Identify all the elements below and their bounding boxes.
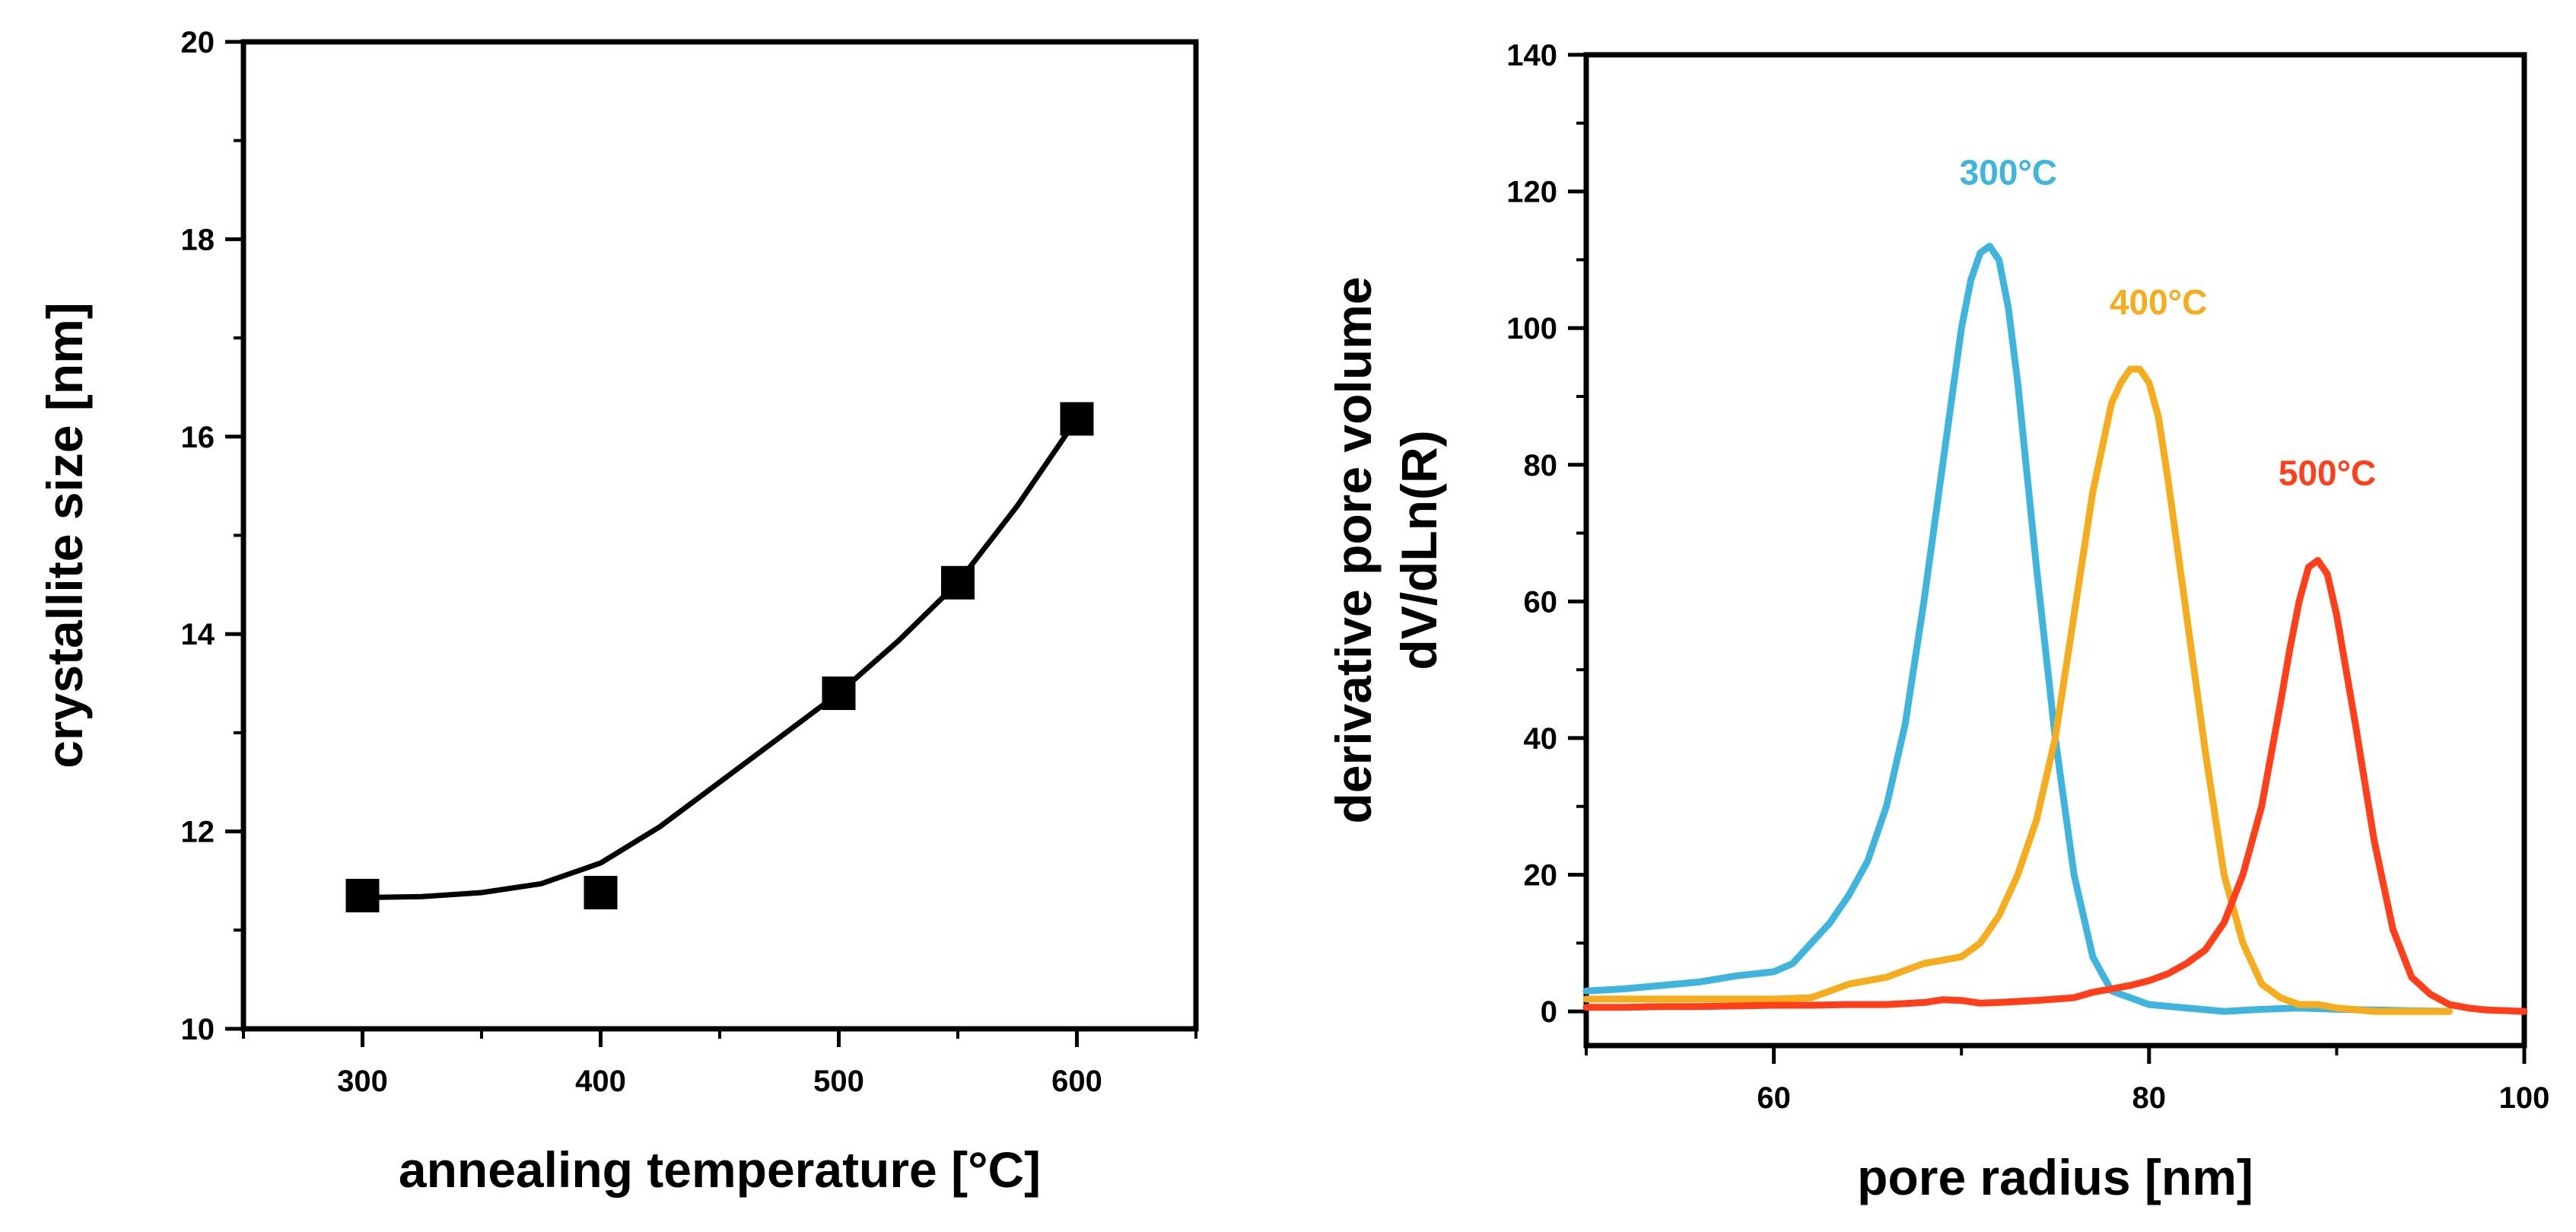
plot-frame — [1583, 52, 2527, 1049]
y-tick-label: 18 — [181, 223, 215, 256]
y-tick-label: 16 — [181, 421, 215, 454]
data-point-marker — [1060, 402, 1094, 436]
y-tick-label: 120 — [1506, 176, 1557, 209]
series-label-500c: 500°C — [2279, 454, 2376, 493]
data-point-marker — [345, 878, 380, 912]
y-axis-title-line-2: dV/dLn(R) — [1391, 430, 1447, 670]
x-axis-title: pore radius [nm] — [1857, 1149, 2253, 1205]
x-axis-title: annealing temperature [°C] — [399, 1141, 1041, 1198]
y-axis-title-line-1: derivative pore volume — [1325, 277, 1382, 824]
x-tick-label: 300 — [337, 1065, 388, 1098]
y-tick-label: 100 — [1506, 312, 1557, 345]
y-tick-label: 20 — [1524, 859, 1558, 893]
y-tick-label: 140 — [1506, 39, 1557, 72]
series-label-300c: 300°C — [1960, 153, 2057, 193]
y-tick-label: 14 — [181, 618, 215, 651]
y-tick-label: 20 — [181, 26, 215, 59]
x-tick-label: 500 — [813, 1065, 864, 1098]
x-tick-label: 600 — [1051, 1065, 1102, 1098]
pore-size-distribution-chart: 60 80 100 0 20 40 60 80 100 120 140 300°C 400°C 500°C… — [1325, 39, 2549, 1205]
data-point-marker — [941, 565, 975, 600]
y-tick-label: 60 — [1524, 585, 1558, 619]
crystallite-size-chart: 300 400 500 600 10 12 14 16 18 20 annealing temper… — [37, 26, 1199, 1198]
y-tick-label: 40 — [1524, 722, 1558, 756]
x-tick-label: 400 — [575, 1065, 626, 1098]
data-point-marker — [822, 676, 856, 711]
y-tick-label: 80 — [1524, 449, 1558, 482]
series-line-300c — [1582, 242, 2453, 1015]
data-point-marker — [584, 876, 618, 910]
y-tick-label: 12 — [181, 816, 215, 849]
y-axis-title: crystallite size [nm] — [37, 302, 93, 769]
series-label-400c: 400°C — [2110, 282, 2207, 322]
x-tick-label: 100 — [2499, 1081, 2550, 1115]
y-tick-label: 0 — [1541, 995, 1557, 1029]
series-line-500c — [1582, 557, 2528, 1015]
y-tick-label: 10 — [181, 1013, 215, 1046]
x-tick-label: 80 — [2132, 1081, 2167, 1115]
x-tick-label: 60 — [1757, 1081, 1791, 1115]
series-line-400c — [1582, 365, 2453, 1015]
